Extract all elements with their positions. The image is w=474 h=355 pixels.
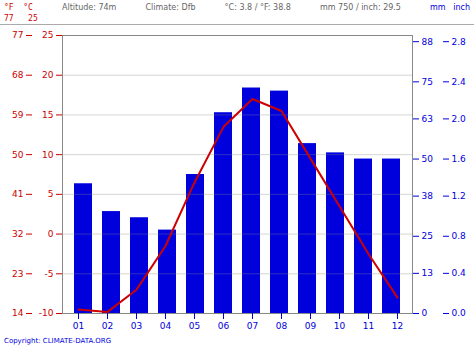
svg-text:75: 75 — [422, 77, 433, 87]
svg-text:59: 59 — [12, 110, 24, 120]
html-text:77 25: 77 25 — [4, 14, 38, 23]
html-text:°F °C: °F °C — [4, 3, 33, 12]
svg-text:-5: -5 — [45, 269, 54, 279]
html-text:Copyright: CLIMATE-DATA.ORG: Copyright: CLIMATE-DATA.ORG — [4, 337, 112, 345]
svg-text:06: 06 — [218, 321, 230, 331]
svg-text:07: 07 — [247, 321, 258, 331]
svg-text:63: 63 — [422, 114, 433, 124]
svg-text:77: 77 — [12, 30, 23, 40]
html-text:Altitude: 74m: Altitude: 74m — [61, 3, 117, 12]
html-text:mm 750 / inch: 29.5: mm 750 / inch: 29.5 — [320, 3, 401, 12]
svg-text:25: 25 — [42, 30, 53, 40]
svg-text:10: 10 — [334, 321, 346, 331]
svg-text:2.8: 2.8 — [452, 37, 467, 47]
svg-text:12: 12 — [392, 321, 403, 331]
svg-text:01: 01 — [73, 321, 84, 331]
svg-text:0: 0 — [48, 229, 54, 239]
svg-text:-10: -10 — [39, 308, 54, 318]
svg-text:03: 03 — [131, 321, 142, 331]
svg-text:2.4: 2.4 — [452, 77, 467, 87]
svg-text:0.8: 0.8 — [452, 231, 467, 241]
svg-text:10: 10 — [42, 150, 54, 160]
svg-text:0: 0 — [422, 308, 428, 318]
svg-text:1.6: 1.6 — [452, 154, 467, 164]
svg-text:0.4: 0.4 — [452, 268, 467, 278]
svg-text:41: 41 — [12, 189, 23, 199]
svg-text:11: 11 — [363, 321, 374, 331]
svg-text:14: 14 — [12, 308, 24, 318]
svg-text:25: 25 — [422, 231, 433, 241]
svg-text:1.2: 1.2 — [452, 191, 466, 201]
svg-text:38: 38 — [422, 191, 434, 201]
html-text:°C: 3.8 / °F: 38.8: °C: 3.8 / °F: 38.8 — [224, 3, 291, 12]
svg-text:15: 15 — [42, 110, 53, 120]
svg-text:04: 04 — [160, 321, 172, 331]
svg-text:13: 13 — [422, 268, 433, 278]
svg-text:09: 09 — [305, 321, 317, 331]
svg-text:0.0: 0.0 — [452, 308, 467, 318]
svg-text:02: 02 — [102, 321, 113, 331]
svg-text:05: 05 — [189, 321, 200, 331]
svg-text:50: 50 — [422, 154, 434, 164]
svg-text:23: 23 — [12, 269, 23, 279]
svg-text:32: 32 — [12, 229, 23, 239]
html-text:mm inch: mm inch — [430, 3, 470, 12]
svg-text:88: 88 — [422, 37, 434, 47]
svg-text:20: 20 — [42, 70, 54, 80]
svg-text:5: 5 — [48, 189, 54, 199]
svg-text:50: 50 — [12, 150, 24, 160]
svg-text:08: 08 — [276, 321, 288, 331]
svg-text:68: 68 — [12, 70, 24, 80]
html-text:Climate: Dfb: Climate: Dfb — [145, 3, 196, 12]
svg-text:2.0: 2.0 — [452, 114, 467, 124]
